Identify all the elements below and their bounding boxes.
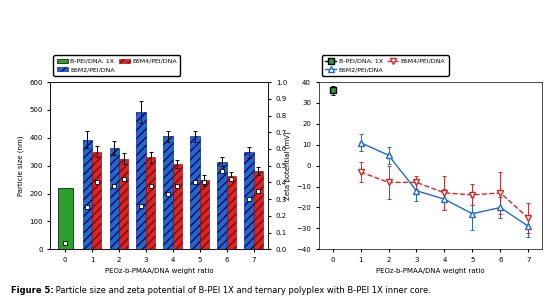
- Point: [254, 188, 263, 193]
- Bar: [119, 159, 129, 249]
- Bar: [136, 112, 146, 249]
- Point: [110, 183, 119, 188]
- Point: [227, 177, 236, 181]
- Y-axis label: Zeta potential (mV): Zeta potential (mV): [284, 131, 291, 200]
- Y-axis label: Particle size (nm): Particle size (nm): [17, 135, 23, 196]
- Bar: [146, 157, 155, 249]
- Point: [146, 183, 155, 188]
- Bar: [83, 140, 92, 249]
- Point: [191, 180, 200, 185]
- Bar: [58, 188, 73, 249]
- Text: Particle size and zeta potential of B-PEI 1X and ternary polyplex with B-PEI 1X : Particle size and zeta potential of B-PE…: [53, 286, 431, 295]
- Point: [83, 205, 92, 210]
- Point: [92, 180, 101, 185]
- Text: Figure 5:: Figure 5:: [11, 286, 54, 295]
- Bar: [110, 148, 119, 249]
- Bar: [226, 176, 236, 249]
- Point: [217, 168, 226, 173]
- Bar: [200, 180, 209, 249]
- Point: [119, 177, 128, 181]
- Point: [200, 180, 209, 185]
- Bar: [92, 152, 101, 249]
- X-axis label: PEOz-b-PMAA/DNA weight ratio: PEOz-b-PMAA/DNA weight ratio: [376, 268, 485, 275]
- Bar: [244, 152, 254, 249]
- Point: [173, 183, 182, 188]
- Point: [60, 240, 69, 245]
- Legend: B-PEI/DNA: 1X, E6M2/PEI/DNA, E6M4/PEI/DNA: B-PEI/DNA: 1X, E6M2/PEI/DNA, E6M4/PEI/DN…: [54, 56, 180, 76]
- Legend: B-PEI/DNA: 1X, E6M2/PEI/DNA, E6M4/PEI/DNA: B-PEI/DNA: 1X, E6M2/PEI/DNA, E6M4/PEI/DN…: [322, 56, 448, 76]
- Bar: [217, 161, 226, 249]
- Point: [136, 203, 145, 208]
- Bar: [190, 136, 200, 249]
- Point: [164, 192, 173, 197]
- Bar: [173, 164, 182, 249]
- X-axis label: PEOz-b-PMAA/DNA weight ratio: PEOz-b-PMAA/DNA weight ratio: [105, 268, 214, 275]
- Point: [244, 197, 253, 202]
- Bar: [254, 171, 263, 249]
- Bar: [163, 136, 173, 249]
